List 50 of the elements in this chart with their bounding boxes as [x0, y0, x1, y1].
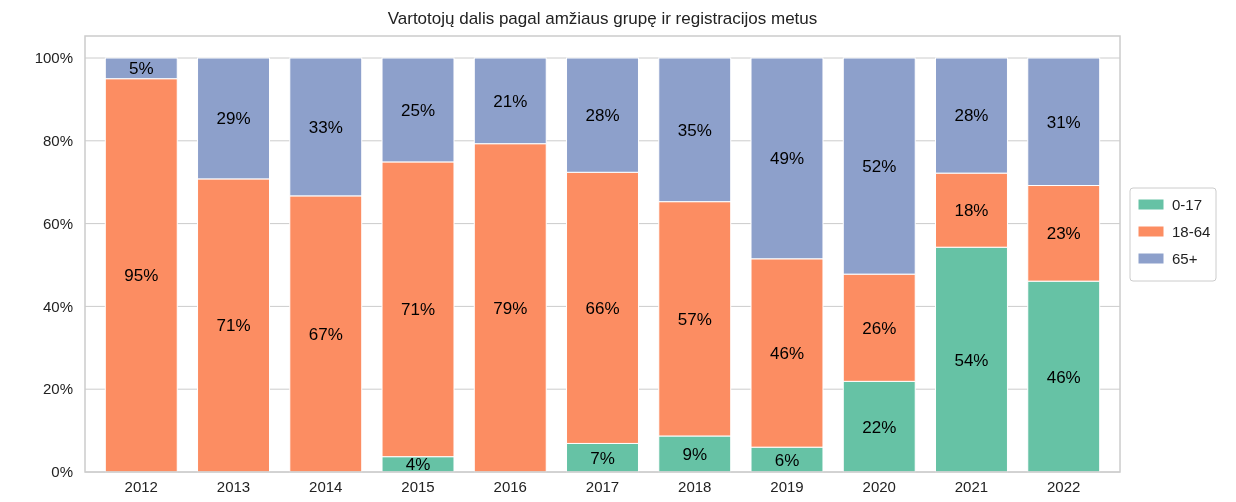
data-label: 67%	[308, 324, 343, 344]
x-tick-label: 2013	[216, 478, 251, 495]
y-tick-label: 100%	[34, 49, 73, 67]
x-tick-label: 2021	[954, 478, 989, 495]
x-tick-label: 2012	[124, 478, 158, 495]
data-label: 71%	[400, 300, 436, 320]
x-tick-label: 2019	[770, 478, 804, 495]
y-tick-label: 60%	[42, 214, 73, 232]
data-label: 6%	[774, 450, 800, 470]
data-label: 71%	[216, 316, 251, 336]
x-tick-label: 2016	[493, 478, 527, 495]
data-label: 28%	[954, 106, 989, 126]
x-tick-label: 2022	[1047, 478, 1081, 495]
data-label: 25%	[400, 100, 436, 120]
data-label: 23%	[1046, 224, 1081, 244]
data-label: 57%	[677, 309, 712, 329]
x-tick-label: 2018	[678, 478, 712, 495]
data-label: 21%	[493, 91, 528, 111]
data-label: 29%	[216, 109, 251, 129]
y-tick-label: 20%	[42, 380, 73, 398]
data-label: 28%	[585, 106, 620, 126]
data-label: 31%	[1046, 112, 1081, 132]
data-label: 7%	[590, 448, 615, 468]
data-label: 9%	[682, 444, 708, 464]
legend-label: 65+	[1172, 250, 1198, 268]
y-tick-label: 40%	[42, 297, 73, 315]
x-tick-label: 2020	[862, 478, 896, 495]
data-label: 46%	[769, 343, 805, 363]
data-label: 5%	[128, 59, 154, 79]
data-label: 46%	[1046, 367, 1081, 387]
data-label: 79%	[493, 298, 528, 318]
legend-label: 0-17	[1172, 196, 1203, 214]
data-label: 49%	[769, 149, 805, 169]
data-label: 35%	[677, 120, 712, 140]
data-label: 4%	[405, 455, 431, 475]
data-label: 95%	[124, 266, 159, 286]
data-label: 22%	[862, 417, 897, 437]
data-label: 52%	[862, 157, 897, 176]
y-tick-label: 80%	[42, 132, 73, 150]
x-tick-label: 2014	[309, 478, 343, 495]
legend-label: 18-64	[1172, 223, 1211, 241]
x-tick-label: 2017	[585, 478, 620, 495]
chart-title: Vartotojų dalis pagal amžiaus grupę ir registracijos metus	[387, 9, 818, 28]
data-label: 18%	[954, 201, 989, 221]
y-tick-label: 0%	[51, 463, 73, 481]
data-label: 66%	[585, 298, 620, 318]
x-tick-label: 2015	[401, 478, 435, 495]
data-label: 54%	[954, 350, 989, 370]
data-label: 26%	[862, 318, 897, 338]
data-label: 33%	[308, 117, 343, 137]
